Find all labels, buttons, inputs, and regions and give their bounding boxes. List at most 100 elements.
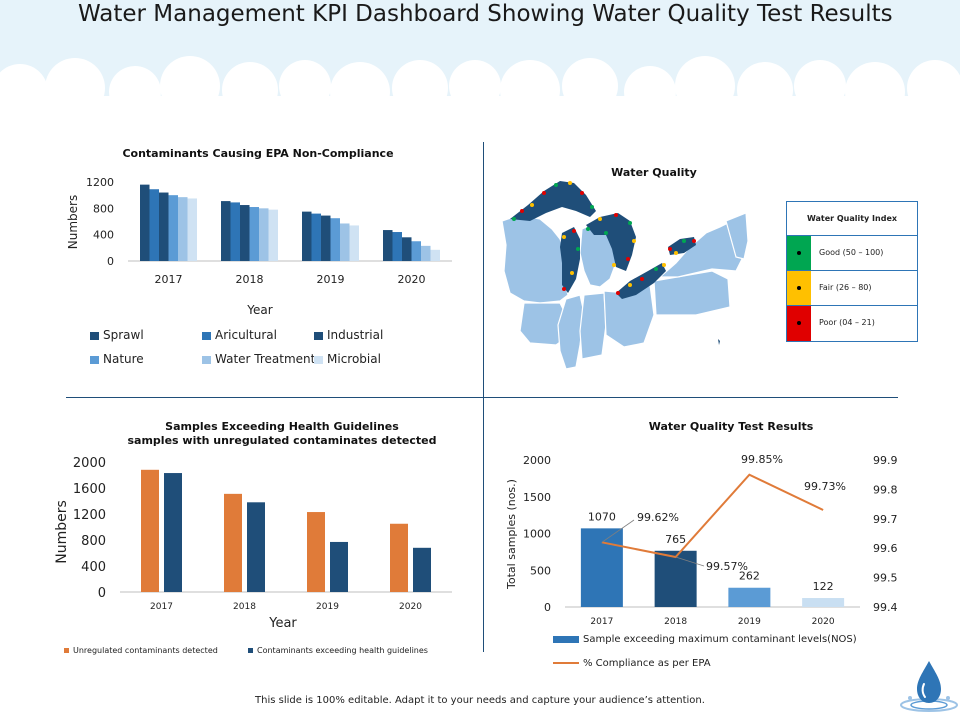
- header-clouds: [0, 56, 960, 100]
- legend-label: Nature: [103, 352, 144, 366]
- water-quality-title: Water Quality: [611, 166, 697, 179]
- legend-swatch: [248, 648, 253, 653]
- samples-bar: [390, 523, 408, 592]
- state-illinois: [557, 294, 585, 370]
- tests-bar: [728, 587, 771, 607]
- epa-y-tick: 400: [93, 229, 114, 242]
- samples-y-tick: 400: [81, 560, 106, 575]
- epa-legend-item: Aricultural: [202, 328, 277, 342]
- sampling-dot: [674, 251, 678, 255]
- sampling-dot: [542, 191, 546, 195]
- samples-bar: [224, 493, 242, 592]
- epa-chart-title: Contaminants Causing EPA Non-Compliance: [122, 147, 394, 160]
- legend-label: Sample exceeding maximum contaminant lev…: [583, 634, 857, 645]
- legend-swatch: [553, 662, 579, 664]
- lake-erie: [616, 263, 666, 299]
- samples-bar: [330, 541, 348, 592]
- legend-label: Aricultural: [215, 328, 277, 342]
- header-cloud-banner: [0, 0, 960, 100]
- samples-y-tick: 0: [98, 586, 106, 601]
- sampling-dot: [692, 239, 696, 243]
- horizontal-divider: [66, 397, 898, 398]
- epa-x-tick: 2017: [155, 273, 183, 286]
- legend-label: Unregulated contaminants detected: [73, 646, 218, 655]
- sampling-dot: [562, 287, 566, 291]
- tests-bar: [654, 550, 697, 607]
- sampling-dot: [668, 247, 672, 251]
- epa-bar: [340, 223, 350, 261]
- sampling-dot: [604, 231, 608, 235]
- samples-x-axis-label: Year: [268, 616, 297, 631]
- epa-bar-chart: 0 400 800 1200 2017 2018 2019 2020 Year Numbers: [66, 176, 452, 317]
- tests-bar: [802, 598, 845, 607]
- sampling-dot: [580, 191, 584, 195]
- epa-bar: [178, 197, 188, 261]
- sampling-dot: [640, 277, 644, 281]
- sampling-dot: [530, 203, 534, 207]
- water-drop-icon: [900, 661, 958, 712]
- samples-x-tick: 2017: [150, 602, 173, 612]
- sampling-dot: [654, 267, 658, 271]
- sampling-dot: [570, 271, 574, 275]
- tests-y2-tick: 99.9: [873, 454, 898, 467]
- epa-bar: [402, 237, 412, 261]
- tests-y2-tick: 99.5: [873, 572, 898, 585]
- samples-bar: [164, 473, 182, 592]
- legend-swatch: [64, 648, 69, 653]
- epa-bar: [349, 225, 359, 261]
- wq-index-row-fair: Fair (26 – 80): [787, 271, 917, 306]
- sampling-dot: [628, 283, 632, 287]
- wq-label-good: Good (50 – 100): [819, 248, 884, 257]
- lakes: [510, 181, 696, 299]
- samples-legend-item: Unregulated contaminants detected: [64, 646, 218, 655]
- samples-x-tick: 2020: [399, 602, 422, 612]
- wq-color-fair: [787, 271, 811, 305]
- epa-legend-item: Water Treatment: [202, 352, 315, 366]
- legend-swatch: [202, 331, 211, 340]
- epa-y-tick: 800: [93, 202, 114, 215]
- samples-bar: [307, 512, 325, 592]
- sampling-dot: [598, 217, 602, 221]
- sampling-dot: [632, 239, 636, 243]
- tests-y-tick: 1500: [523, 491, 551, 504]
- samples-chart-title: Samples Exceeding Health Guidelines: [165, 420, 399, 433]
- epa-legend: Sprawl Aricultural Industrial Nature Water T…: [90, 328, 430, 370]
- wq-index-row-good: Good (50 – 100): [787, 236, 917, 271]
- tests-line-label: 99.73%: [804, 480, 846, 493]
- tests-combo-chart: 0 500 1000 1500 2000 99.4 99.5 99.6 99.7 99.8 99.9…: [505, 453, 898, 627]
- epa-y-tick: 0: [107, 255, 114, 268]
- tests-y-tick: 0: [544, 601, 551, 614]
- epa-x-tick: 2020: [398, 273, 426, 286]
- wq-index-row-poor: Poor (04 – 21): [787, 306, 917, 341]
- lake-superior: [510, 181, 596, 221]
- epa-bar: [187, 198, 197, 261]
- tests-line-label: 99.57%: [706, 560, 748, 573]
- callout-line: [601, 519, 635, 543]
- samples-y-tick: 1200: [73, 508, 106, 523]
- tests-x-tick: 2019: [738, 617, 761, 627]
- samples-y-tick: 800: [81, 534, 106, 549]
- sampling-site-dots: [512, 181, 696, 295]
- footer-note: This slide is 100% editable. Adapt it to…: [255, 695, 705, 706]
- epa-bar: [321, 215, 331, 261]
- epa-bar: [230, 202, 240, 261]
- samples-bar-chart: 0 400 800 1200 1600 2000 2017 2018 2019 2020 Year N…: [54, 456, 452, 631]
- wq-label-poor: Poor (04 – 21): [819, 318, 875, 327]
- lake-ontario: [668, 237, 696, 255]
- epa-legend-item: Sprawl: [90, 328, 144, 342]
- legend-swatch: [314, 331, 323, 340]
- tests-y-tick: 1000: [523, 528, 551, 541]
- samples-bar: [141, 469, 159, 592]
- sampling-dot: [520, 209, 524, 213]
- state-minnesota-wisconsin: [501, 214, 569, 304]
- legend-swatch: [90, 355, 99, 364]
- sampling-dot: [586, 227, 590, 231]
- tests-legend: Sample exceeding maximum contaminant lev…: [553, 634, 893, 674]
- epa-bar: [421, 245, 431, 261]
- legend-label: Contaminants exceeding health guidelines: [257, 646, 428, 655]
- tests-legend-item: % Compliance as per EPA: [553, 658, 711, 669]
- epa-legend-item: Microbial: [314, 352, 381, 366]
- callout-line: [675, 556, 705, 567]
- tests-line-label: 99.85%: [741, 453, 783, 466]
- samples-y-axis-label: Numbers: [54, 500, 70, 564]
